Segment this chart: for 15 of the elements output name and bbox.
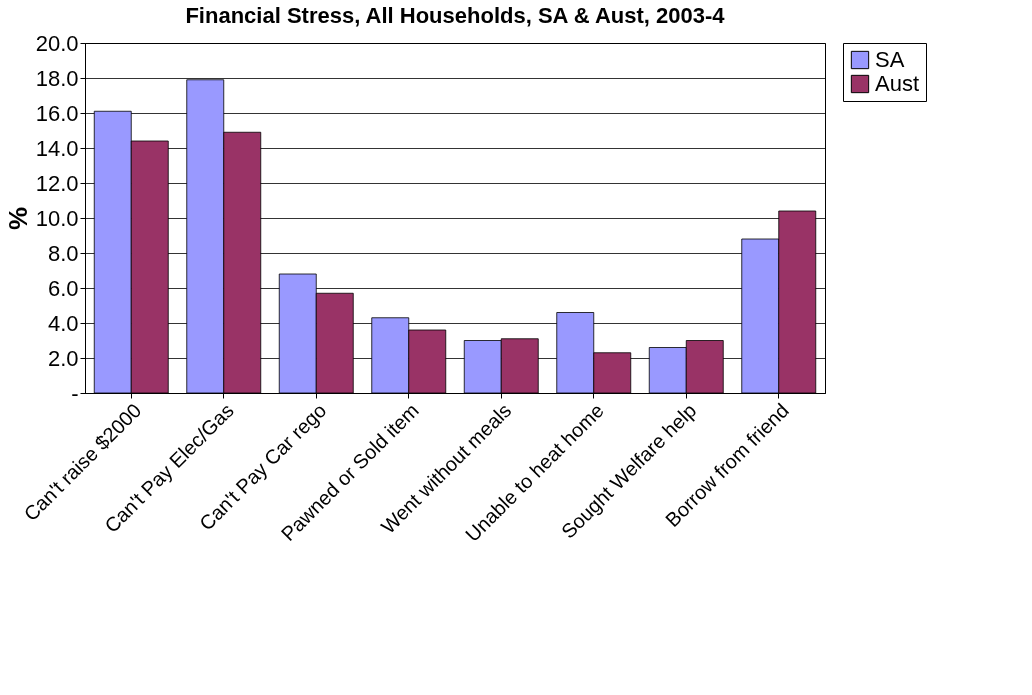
y-tick-label: 2.0	[47, 345, 79, 371]
y-tick-label: 10.0	[35, 205, 79, 231]
y-tick-label: 20.0	[35, 30, 79, 56]
y-tick-label: 6.0	[47, 275, 79, 301]
y-tick-label: 4.0	[47, 310, 79, 336]
y-tick-label: 18.0	[35, 65, 79, 91]
y-axis-title: %	[2, 206, 33, 231]
y-tick-label: 12.0	[35, 170, 79, 196]
y-tick-label: 14.0	[35, 135, 79, 161]
legend-label: SA	[875, 47, 905, 72]
chart-title: Financial Stress, All Households, SA & Aust, 2003-4	[185, 3, 726, 28]
y-tick-label: 16.0	[35, 100, 79, 126]
y-tick-label: 8.0	[47, 240, 79, 266]
y-tick-label: -	[71, 380, 79, 406]
legend-label: Aust	[875, 71, 920, 96]
